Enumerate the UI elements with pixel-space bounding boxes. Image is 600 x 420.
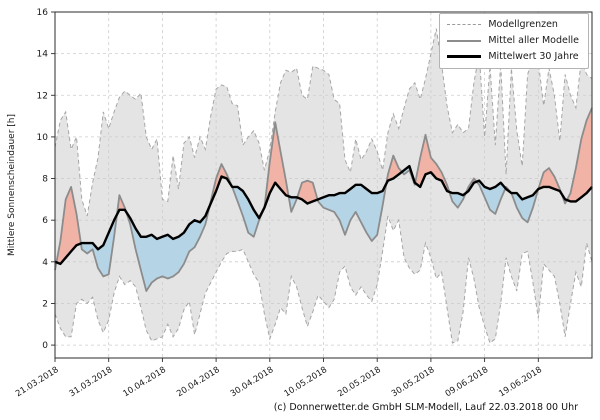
y-tick-label: 16: [37, 8, 49, 18]
below-normal-fill: [317, 183, 387, 241]
y-tick-label: 4: [42, 258, 48, 268]
x-tick-label: 30.05.2018: [390, 365, 437, 399]
y-tick-label: 12: [37, 91, 48, 101]
model-upper-bound-line: [54, 28, 593, 217]
y-tick-label: 8: [42, 175, 48, 185]
below-normal-fill: [81, 214, 117, 277]
y-tick-label: 2: [42, 299, 48, 309]
y-tick-label: 10: [37, 133, 49, 143]
model-mean-line: [54, 107, 593, 292]
dashed-line-sample-icon: [447, 24, 482, 25]
legend-label: Mittel aller Modelle: [488, 35, 579, 46]
x-tick-label: 10.04.2018: [121, 365, 168, 399]
black-line-sample-icon: [447, 55, 482, 58]
above-normal-fill: [264, 122, 289, 208]
below-normal-fill: [232, 186, 265, 237]
legend-item-modellgrenzen: Modellgrenzen: [447, 18, 579, 31]
x-tick-label: 30.04.2018: [229, 365, 276, 399]
x-tick-label: 19.06.2018: [497, 365, 544, 399]
y-tick-label: 6: [42, 216, 48, 226]
below-normal-fill: [511, 189, 539, 223]
legend-label: Mittelwert 30 Jahre: [488, 51, 579, 62]
y-tick-label: 14: [37, 50, 49, 60]
x-tick-label: 20.04.2018: [175, 365, 222, 399]
above-normal-fill: [566, 107, 592, 202]
legend-item-mittel-aller-modelle: Mittel aller Modelle: [447, 34, 579, 47]
x-tick-label: 10.05.2018: [283, 365, 330, 399]
legend-item-mittelwert-30-jahre: Mittelwert 30 Jahre: [447, 50, 579, 63]
legend-label: Modellgrenzen: [488, 19, 558, 30]
climate-mean-line: [54, 164, 593, 266]
x-tick-label: 31.03.2018: [68, 365, 115, 399]
legend: Modellgrenzen Mittel aller Modelle Mitte…: [439, 13, 589, 69]
model-range-band: [55, 28, 592, 343]
x-tick-label: 09.06.2018: [444, 365, 491, 399]
y-tick-label: 0: [42, 341, 48, 351]
above-normal-fill: [297, 180, 318, 204]
above-normal-fill: [538, 168, 562, 194]
above-normal-fill: [386, 155, 402, 184]
copyright-caption: (c) Donnerwetter.de GmbH SLM-Modell, Lau…: [274, 402, 578, 413]
gray-line-sample-icon: [447, 39, 482, 42]
y-axis-title: Mittlere Sonnenscheindauer [h]: [7, 114, 17, 256]
x-tick-label: 21.03.2018: [14, 365, 61, 399]
x-tick-label: 20.05.2018: [336, 365, 383, 399]
